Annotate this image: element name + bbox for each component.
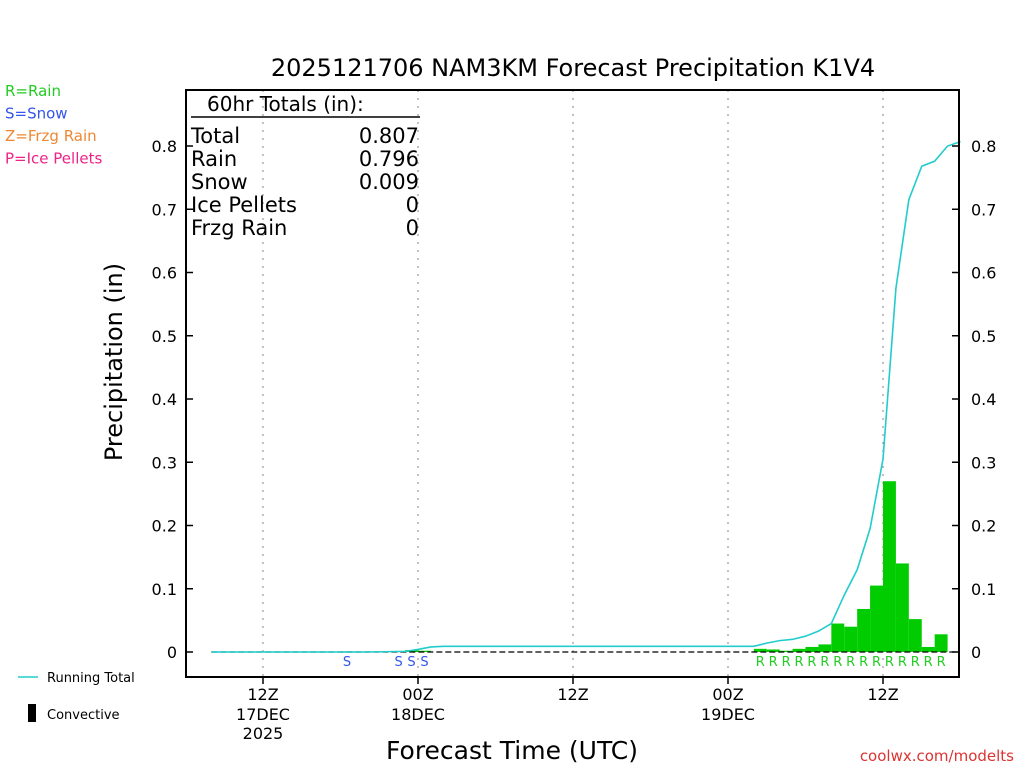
y-tick-label: 0.6: [152, 264, 177, 283]
y-tick-label-right: 0.3: [971, 453, 996, 472]
running-total-legend-label: Running Total: [47, 671, 135, 686]
ptype-marker: R: [833, 655, 842, 670]
ptype-marker: R: [769, 655, 778, 670]
y-tick-label-right: 0.8: [971, 137, 996, 156]
totals-rows: Total 0.807 Rain 0.796 Snow 0.009 Ice Pellets 0…: [190, 124, 419, 240]
totals-label: Snow: [191, 170, 248, 194]
x-tick-label: 12Z: [867, 685, 898, 704]
x-tick-label: 00Z: [712, 685, 743, 704]
x-axis-label: Forecast Time (UTC): [386, 736, 638, 765]
y-tick-label-right: 0.2: [971, 517, 996, 536]
precip-bar: [818, 644, 832, 652]
totals-value: 0.009: [359, 170, 419, 194]
x-tick-label: 12Z: [557, 685, 588, 704]
y-tick-label: 0.8: [152, 137, 177, 156]
ptype-marker: R: [756, 655, 765, 670]
ptype-legend-entry: Z=Frzg Rain: [5, 127, 97, 145]
totals-label: Frzg Rain: [191, 216, 287, 240]
ptype-legend-entry: P=Ice Pellets: [5, 150, 102, 168]
y-tick-label: 0.3: [152, 453, 177, 472]
precip-bar: [857, 608, 871, 652]
y-tick-label: 0.7: [152, 200, 177, 219]
ptype-marker: R: [782, 655, 791, 670]
precip-bar: [921, 646, 935, 652]
precip-bar: [779, 650, 793, 652]
y-tick-label-right: 0.1: [971, 580, 996, 599]
totals-value: 0.807: [359, 124, 419, 148]
precip-bar: [831, 623, 845, 652]
precip-bar: [792, 648, 806, 652]
totals-label: Ice Pellets: [191, 193, 297, 217]
totals-value: 0.796: [359, 147, 419, 171]
y-tick-label-right: 0.7: [971, 200, 996, 219]
ptype-marker: R: [807, 655, 816, 670]
x-tick-date: 19DEC: [701, 705, 755, 724]
ptype-marker: S: [420, 655, 428, 670]
precip-bar: [908, 619, 922, 652]
precip-bar: [844, 626, 858, 652]
ptype-marker: S: [343, 655, 351, 670]
ptype-legend: R=Rain S=Snow Z=Frzg Rain P=Ice Pellets: [5, 82, 102, 168]
precip-bar: [805, 646, 819, 652]
totals-box: 60hr Totals (in): Total 0.807 Rain 0.796 Sno…: [190, 92, 420, 240]
x-tick-date: 18DEC: [391, 705, 445, 724]
chart-title: 2025121706 NAM3KM Forecast Precipitation…: [271, 54, 875, 82]
y-tick-label: 0.4: [152, 390, 177, 409]
ptype-marker: S: [407, 655, 415, 670]
x-tick-date: 17DEC: [236, 705, 290, 724]
y-tick-label: 0: [167, 643, 177, 662]
y-axis-right: 0 0.1 0.2 0.3 0.4 0.5 0.6 0.7 0.8: [952, 137, 996, 662]
ptype-marker: R: [898, 655, 907, 670]
precip-bar: [766, 649, 780, 652]
y-tick-label-right: 0: [971, 643, 981, 662]
precip-bar: [895, 563, 909, 652]
y-tick-label: 0.2: [152, 517, 177, 536]
credit-text: coolwx.com/modelts: [860, 747, 1014, 765]
convective-legend-swatch: [28, 704, 36, 722]
precip-bar: [753, 648, 767, 652]
y-axis-label: Precipitation (in): [100, 263, 128, 461]
totals-heading: 60hr Totals (in):: [207, 92, 364, 116]
running-total-series: [211, 140, 961, 653]
ptype-marker: R: [820, 655, 829, 670]
ptype-marker: R: [885, 655, 894, 670]
ptype-marker: R: [872, 655, 881, 670]
convective-legend-label: Convective: [47, 708, 120, 723]
x-tick-label: 00Z: [402, 685, 433, 704]
ptype-marker: R: [859, 655, 868, 670]
totals-value: 0: [406, 216, 419, 240]
grid: [262, 90, 884, 677]
bottom-legend: Running Total Convective: [18, 671, 135, 723]
precip-bar: [418, 650, 431, 652]
x-tick-label: 12Z: [247, 685, 278, 704]
y-tick-label-right: 0.4: [971, 390, 996, 409]
y-tick-label: 0.5: [152, 327, 177, 346]
ptype-legend-entry: R=Rain: [5, 82, 61, 100]
y-tick-label-right: 0.6: [971, 264, 996, 283]
totals-value: 0: [406, 193, 419, 217]
ptype-marker: R: [937, 655, 946, 670]
precip-bar: [883, 481, 896, 652]
x-tick-year: 2025: [243, 724, 284, 743]
y-tick-label-right: 0.5: [971, 327, 996, 346]
ptype-marker: R: [846, 655, 855, 670]
running-total-line: [211, 140, 961, 653]
y-axis-left: 0 0.1 0.2 0.3 0.4 0.5 0.6 0.7 0.8: [152, 137, 193, 662]
ptype-legend-entry: S=Snow: [5, 105, 68, 123]
precip-bar: [870, 585, 883, 652]
bars: [340, 481, 948, 652]
precip-bar: [934, 634, 948, 652]
totals-label: Total: [190, 124, 240, 148]
ptype-marker: R: [924, 655, 933, 670]
y-tick-label: 0.1: [152, 580, 177, 599]
ptype-marker: R: [795, 655, 804, 670]
ptype-marker: S: [394, 655, 402, 670]
totals-label: Rain: [191, 147, 237, 171]
ptype-marker: R: [911, 655, 920, 670]
